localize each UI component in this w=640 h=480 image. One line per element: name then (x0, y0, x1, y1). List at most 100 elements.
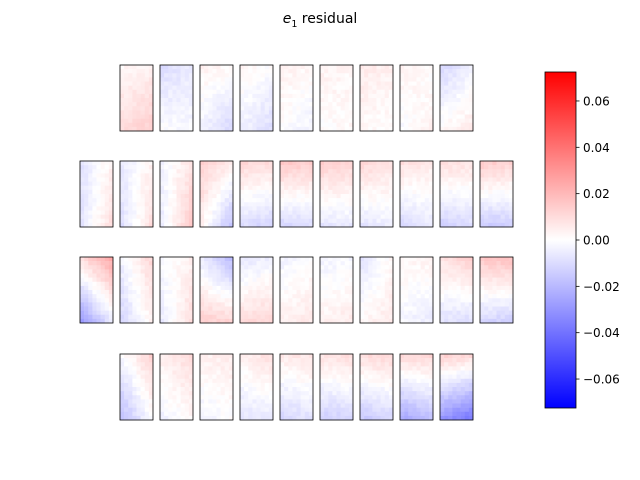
heatmap-cell (216, 277, 221, 283)
heatmap-cell (404, 181, 409, 187)
heatmap-cell (288, 93, 293, 99)
heatmap-cell (384, 106, 390, 111)
heatmap-cell (412, 73, 417, 78)
heatmap-cell (412, 165, 417, 170)
heatmap-cell (172, 411, 177, 417)
heatmap-cell (204, 210, 209, 215)
heatmap-cell (440, 257, 445, 262)
heatmap-cell (424, 118, 430, 124)
heatmap-cell (104, 181, 110, 187)
heatmap-cell (220, 298, 226, 303)
heatmap-cell (456, 106, 461, 111)
heatmap-cell (132, 173, 137, 178)
heatmap-cell (500, 281, 506, 287)
heatmap-cell (464, 85, 470, 91)
heatmap-cell (284, 89, 289, 95)
heatmap-cell (268, 306, 274, 311)
heatmap-cell (168, 65, 173, 70)
heatmap-cell (148, 277, 154, 283)
heatmap-cell (368, 358, 373, 363)
heatmap-cell (428, 73, 434, 78)
heatmap-cell (228, 126, 234, 132)
heatmap-cell (140, 265, 146, 270)
heatmap-cell (344, 85, 350, 91)
heatmap-cell (172, 114, 177, 119)
heatmap-cell (216, 77, 221, 82)
heatmap-cell (260, 273, 266, 278)
heatmap-cell (280, 206, 285, 211)
heatmap-cell (384, 362, 390, 367)
heatmap-cell (308, 161, 314, 166)
heatmap-cell (164, 126, 169, 132)
heatmap-cell (228, 210, 234, 215)
heatmap-cell (160, 118, 165, 124)
heatmap-cell (332, 318, 337, 324)
heatmap-cell (208, 189, 213, 195)
heatmap-cell (104, 290, 110, 295)
heatmap-cell (348, 415, 354, 421)
heatmap-cell (140, 222, 146, 228)
heatmap-cell (224, 181, 230, 187)
heatmap-cell (384, 411, 390, 417)
heatmap-cell (260, 415, 266, 421)
heatmap-cell (296, 302, 301, 307)
heatmap-cell (456, 265, 461, 270)
heatmap-cell (176, 89, 181, 95)
heatmap-cell (244, 382, 249, 388)
heatmap-cell (416, 277, 421, 283)
heatmap-cell (284, 261, 289, 266)
heatmap-cell (280, 194, 285, 199)
heatmap-cell (292, 407, 297, 413)
heatmap-cell (508, 310, 514, 316)
heatmap-cell (204, 102, 209, 107)
heatmap-cell (400, 222, 405, 228)
heatmap-cell (104, 310, 110, 316)
heatmap-cell (280, 399, 285, 404)
heatmap-cell (328, 277, 333, 283)
heatmap-cell (164, 366, 169, 371)
heatmap-cell (280, 306, 285, 311)
heatmap-cell (344, 298, 350, 303)
heatmap-cell (144, 106, 150, 111)
heatmap-cell (172, 214, 177, 220)
heatmap-cell (408, 354, 413, 359)
heatmap-cell (372, 298, 377, 303)
heatmap-cell (372, 81, 377, 86)
heatmap-cell (452, 89, 457, 95)
heatmap-cell (328, 165, 333, 170)
heatmap-cell (300, 281, 306, 287)
heatmap-cell (264, 387, 270, 392)
heatmap-cell (412, 77, 417, 82)
heatmap-cell (124, 198, 129, 203)
heatmap-cell (292, 415, 297, 421)
heatmap-cell (424, 281, 430, 287)
heatmap-cell (468, 81, 474, 86)
heatmap-cell (212, 395, 217, 400)
heatmap-cell (264, 98, 270, 103)
heatmap-cell (368, 370, 373, 375)
heatmap-cell (308, 374, 314, 380)
heatmap-cell (88, 161, 93, 166)
heatmap-cell (336, 106, 341, 111)
heatmap-cell (376, 81, 381, 86)
heatmap-cell (404, 102, 409, 107)
heatmap-cell (204, 165, 209, 170)
heatmap-cell (256, 306, 261, 311)
heatmap-cell (228, 214, 234, 220)
heatmap-cell (124, 189, 129, 195)
panel-frame (159, 353, 194, 421)
heatmap-cell (188, 85, 194, 91)
heatmap-cell (292, 114, 297, 119)
heatmap-cell (168, 354, 173, 359)
heatmap-cell (208, 306, 213, 311)
heatmap-cell (304, 382, 310, 388)
heatmap-cell (388, 77, 394, 82)
heatmap-cell (320, 69, 325, 74)
heatmap-cell (92, 261, 97, 266)
heatmap-cell (120, 354, 125, 359)
heatmap-cell (252, 202, 257, 207)
heatmap-cell (320, 194, 325, 199)
heatmap-cell (328, 89, 333, 95)
heatmap-cell (344, 194, 350, 199)
heatmap-cell (132, 391, 137, 396)
